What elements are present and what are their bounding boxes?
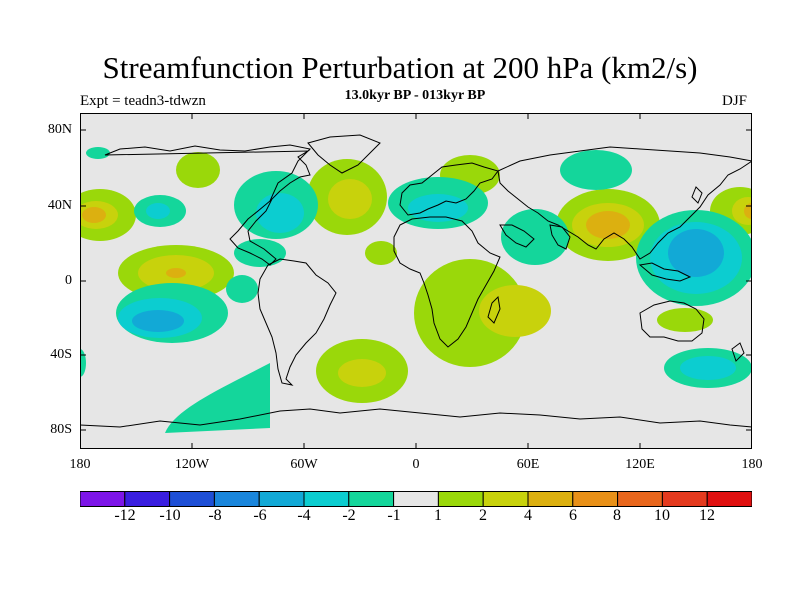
colorbar-box [393, 491, 439, 507]
x-tick-label: 120E [625, 457, 655, 472]
x-tick-label: 60E [516, 457, 540, 472]
colorbar-label: 4 [524, 507, 532, 524]
colorbar-label: -12 [114, 507, 136, 524]
y-tick-label: 40S [50, 347, 72, 362]
colorbar-box [124, 491, 171, 507]
map-panel [80, 113, 752, 449]
colorbar-box [482, 491, 529, 507]
colorbar-label: -2 [342, 507, 356, 524]
colorbar-box [437, 491, 484, 507]
experiment-label: Expt = teadn3-tdwzn [80, 93, 206, 109]
colorbar-label: 1 [434, 507, 442, 524]
colorbar-box [213, 491, 260, 507]
colorbar-box [348, 491, 395, 507]
x-tick-label: 0 [412, 457, 420, 472]
colorbar-label: 8 [613, 507, 621, 524]
x-tick-label: 120W [174, 457, 210, 472]
colorbar-label: -6 [253, 507, 267, 524]
chart-subtitle: 13.0kyr BP - 013kyr BP [344, 88, 486, 103]
y-tick-label: 40N [47, 198, 72, 213]
colorbar-box [572, 491, 619, 507]
colorbar-label: -8 [208, 507, 222, 524]
x-tick-label: 180 [69, 457, 91, 472]
map-ticks [80, 113, 752, 449]
x-tick-label: 60W [290, 457, 318, 472]
colorbar-label: -4 [297, 507, 311, 524]
colorbar-label: 10 [654, 507, 670, 524]
y-tick-label: 0 [65, 273, 72, 288]
colorbar-label: -10 [159, 507, 181, 524]
colorbar-label: 6 [569, 507, 577, 524]
colorbar-box [80, 491, 126, 507]
season-label: DJF [722, 93, 748, 109]
chart-title: Streamfunction Perturbation at 200 hPa (… [102, 50, 698, 85]
coastlines [80, 134, 752, 428]
x-tick-label: 180 [741, 457, 763, 472]
y-tick-label: 80N [47, 122, 72, 137]
colorbar-box [169, 491, 215, 507]
colorbar [80, 491, 752, 507]
colorbar-box [661, 491, 708, 507]
colorbar-box [258, 491, 305, 507]
colorbar-box [617, 491, 663, 507]
colorbar-label: 12 [699, 507, 715, 524]
colorbar-box [527, 491, 574, 507]
colorbar-label: -1 [387, 507, 401, 524]
contour-fields [80, 147, 752, 433]
y-tick-label: 80S [50, 422, 72, 437]
colorbar-box [706, 491, 752, 507]
colorbar-box [303, 491, 350, 507]
colorbar-label: 2 [479, 507, 487, 524]
